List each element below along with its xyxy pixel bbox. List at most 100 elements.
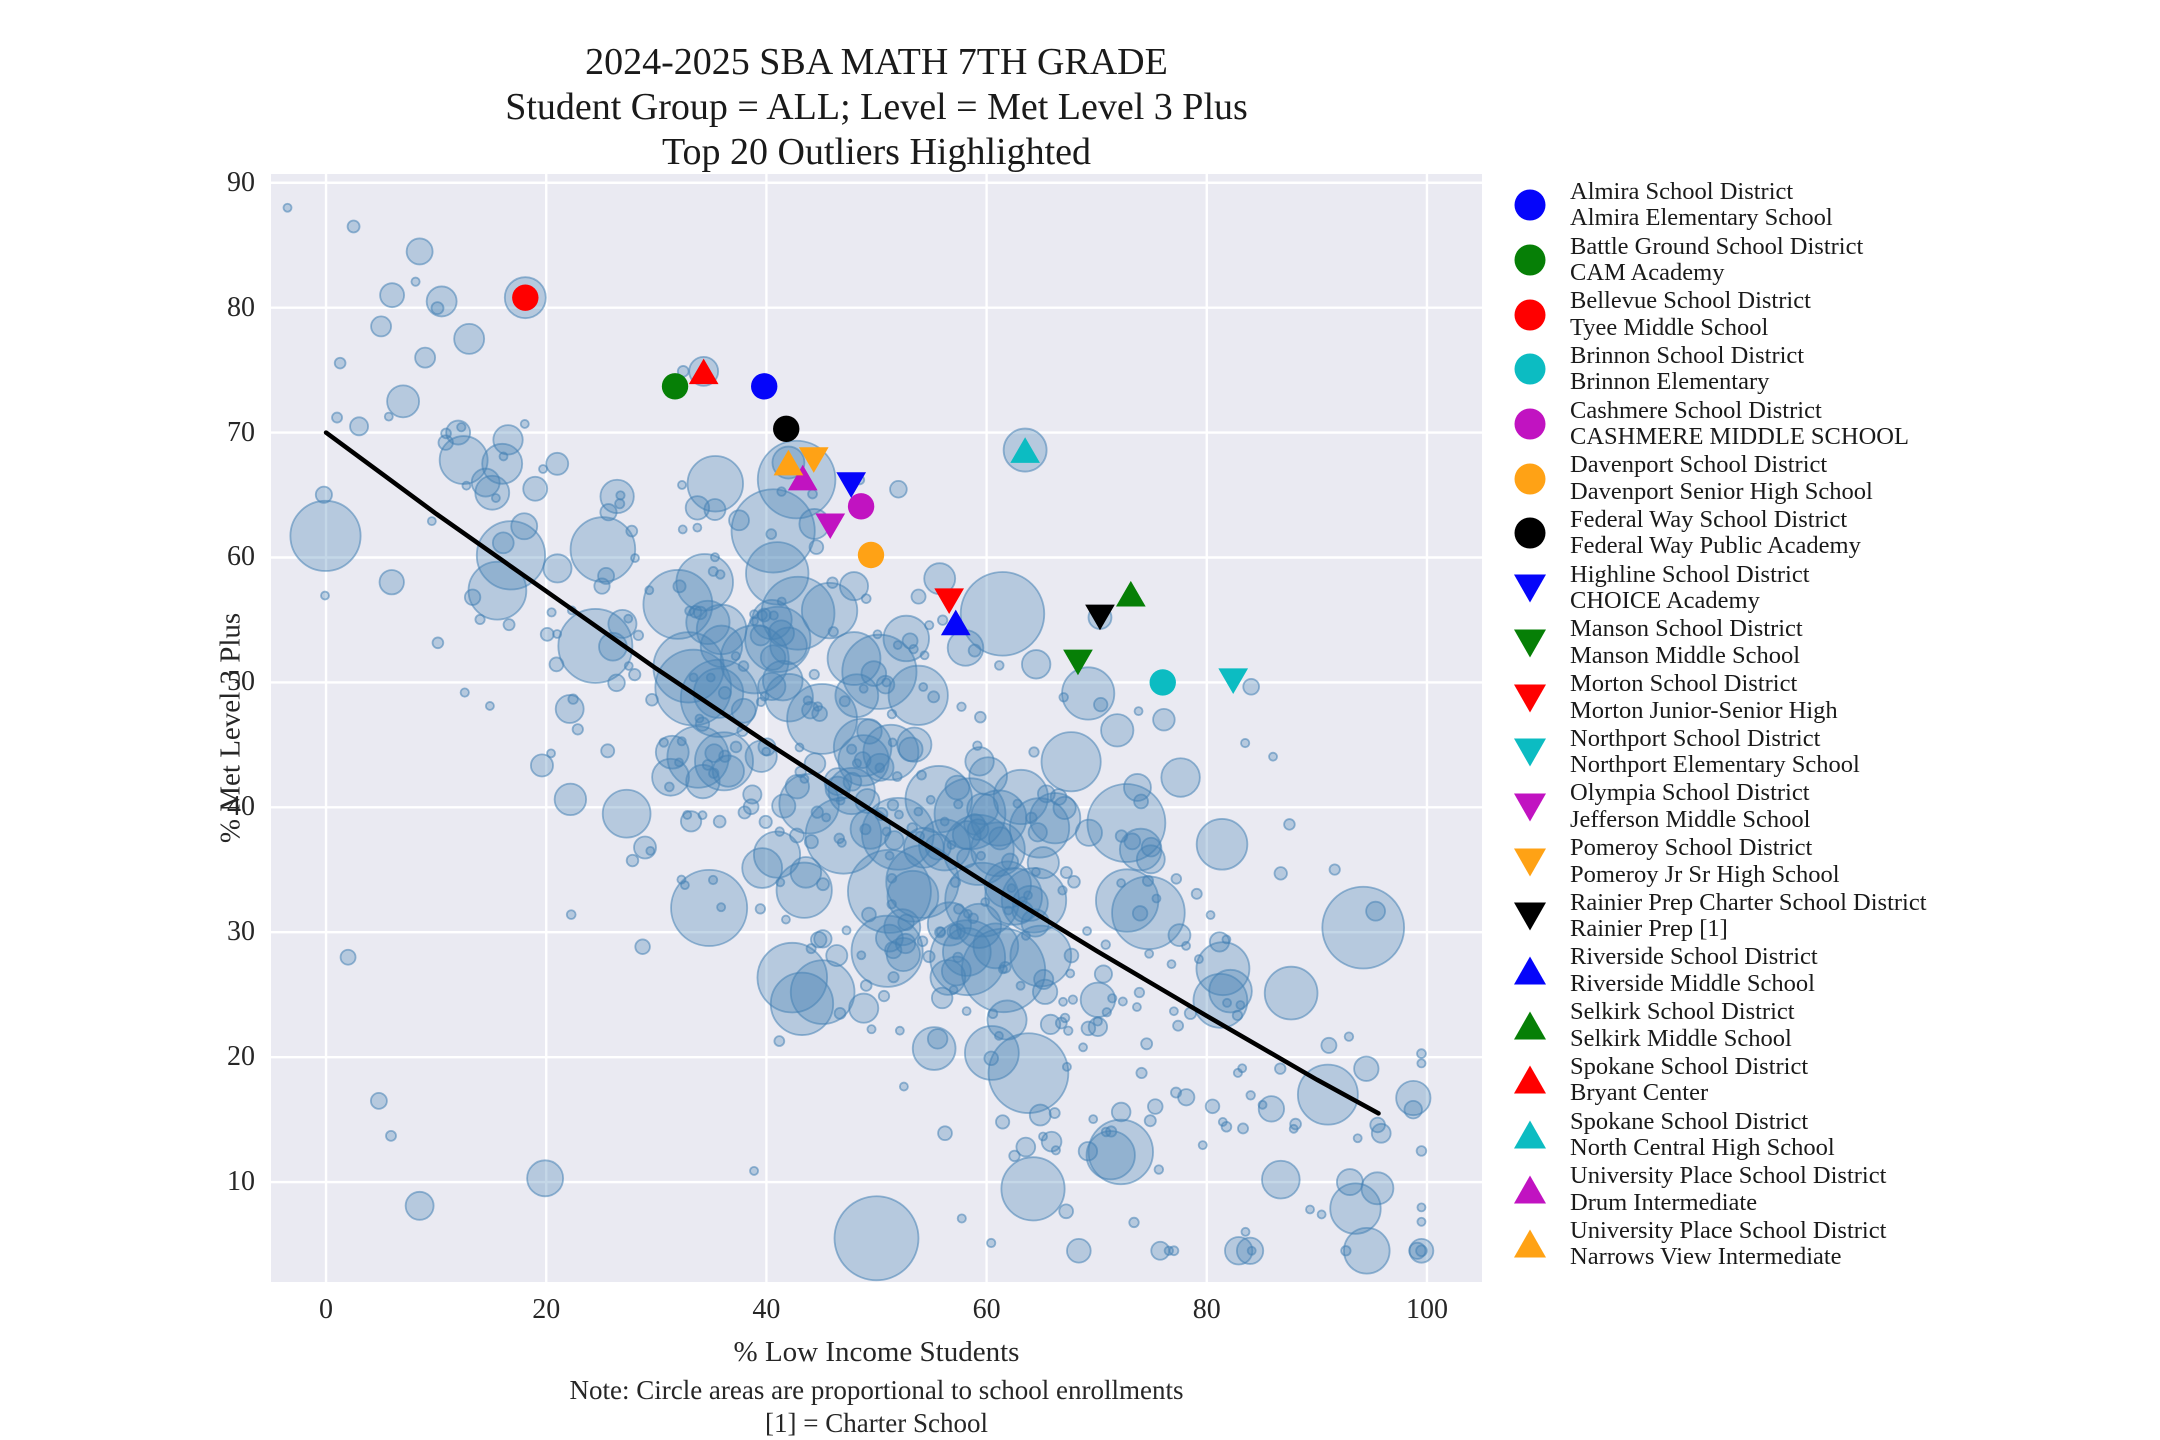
background-bubble (475, 520, 547, 591)
background-bubble (675, 553, 734, 612)
background-bubble (1340, 1245, 1352, 1257)
legend-label: Morton School District Morton Junior-Seni… (1570, 671, 1838, 724)
background-bubble (1067, 994, 1079, 1005)
legend-district: Morton School District (1570, 670, 1798, 698)
legend-school: Tyee Middle School (1570, 313, 1769, 341)
legend-school: Selkirk Middle School (1570, 1024, 1792, 1052)
background-bubble (1204, 1098, 1221, 1115)
background-bubble (987, 1032, 1070, 1114)
background-bubble (1009, 924, 1073, 988)
legend-triangle-up-icon (1514, 956, 1546, 985)
background-bubble (320, 590, 330, 601)
background-bubble (884, 850, 895, 861)
background-bubble (1066, 1238, 1092, 1264)
legend-circle-icon (1514, 353, 1546, 385)
legend-marker-shape (1514, 1011, 1546, 1040)
y-tick-label: 30 (227, 916, 255, 948)
background-bubble (707, 874, 719, 886)
background-bubble (894, 1025, 905, 1036)
background-bubble (877, 989, 891, 1003)
legend-circle-icon (1514, 517, 1546, 549)
background-bubble (808, 668, 820, 681)
legend-label: Bellevue School District Tyee Middle Scho… (1570, 288, 1811, 341)
background-bubble (976, 850, 986, 861)
background-bubble (841, 925, 852, 936)
legend-triangle-down-icon (1514, 848, 1546, 877)
background-bubble (1273, 866, 1288, 881)
background-bubble (776, 486, 787, 497)
background-bubble (847, 848, 932, 934)
legend-district: Spokane School District (1570, 1052, 1809, 1080)
background-bubble (1415, 1145, 1428, 1157)
background-bubble (437, 434, 454, 451)
background-bubble (625, 853, 640, 868)
background-bubble (1065, 968, 1076, 979)
background-bubble (1143, 1114, 1157, 1128)
background-bubble (484, 701, 495, 711)
background-bubble (745, 541, 810, 606)
legend-triangle-down-icon (1514, 793, 1546, 822)
background-bubble (1028, 1103, 1052, 1127)
legend-triangle-up-icon (1514, 1120, 1546, 1149)
background-bubble (1369, 1116, 1386, 1134)
legend-district: Spokane School District (1570, 1107, 1809, 1135)
background-bubble (1059, 865, 1073, 879)
legend-school: Jefferson Middle School (1570, 805, 1811, 833)
background-bubble (741, 847, 784, 889)
background-bubble (918, 682, 929, 692)
background-bubble (1235, 1236, 1265, 1265)
background-bubble (565, 909, 577, 920)
background-bubble (1000, 867, 1068, 934)
background-bubble (1036, 784, 1056, 804)
legend-item: University Place School District Narrows … (1512, 1217, 1927, 1272)
legend-label: Northport School District Northport Eleme… (1570, 725, 1860, 779)
background-bubble (716, 902, 727, 913)
legend-triangle-down-icon (1514, 574, 1546, 603)
background-bubble (803, 834, 819, 850)
legend-school: Almira Elementary School (1570, 204, 1833, 232)
legend-label: Battle Ground School District CAM Academy (1570, 233, 1863, 287)
background-bubble (983, 1050, 999, 1067)
background-bubble (705, 672, 716, 683)
background-bubble (707, 566, 719, 577)
background-bubble (1246, 1245, 1257, 1256)
note-enrollment: Note: Circle areas are proportional to s… (569, 1375, 1184, 1405)
background-bubble (994, 660, 1005, 671)
background-bubble (554, 694, 585, 724)
background-bubble (383, 411, 394, 422)
background-bubble (846, 743, 858, 755)
background-bubble (826, 631, 882, 686)
background-bubble (1240, 1226, 1251, 1237)
background-bubble (756, 609, 768, 621)
background-bubble (1408, 1241, 1427, 1260)
background-bubble (600, 743, 616, 759)
legend-marker-shape (1514, 574, 1546, 603)
background-bubble (557, 608, 634, 684)
legend-marker-shape (1514, 629, 1546, 658)
background-bubble (1008, 1149, 1021, 1163)
background-bubble (1118, 827, 1163, 872)
y-tick-label: 80 (227, 291, 255, 323)
legend-school: Narrows View Intermediate (1570, 1243, 1842, 1271)
legend-school: Federal Way Public Academy (1570, 532, 1861, 560)
background-bubble (901, 632, 919, 650)
legend-school: Riverside Middle School (1570, 969, 1815, 997)
background-bubble (955, 902, 1003, 949)
background-bubble (719, 624, 790, 695)
background-bubble (651, 757, 690, 797)
background-bubble (778, 772, 840, 835)
background-bubble (1087, 1118, 1154, 1186)
background-bubble (866, 1024, 877, 1035)
background-bubble (729, 740, 743, 754)
trend-line (323, 430, 1381, 1116)
legend-district: Federal Way School District (1570, 505, 1848, 533)
background-bubble (956, 701, 967, 712)
background-bubble (474, 474, 511, 511)
background-bubble (1416, 1058, 1427, 1069)
background-bubble (1100, 713, 1135, 748)
background-bubble (1077, 1141, 1099, 1162)
background-bubble (742, 784, 763, 805)
legend-triangle-down-icon (1514, 902, 1546, 931)
background-bubble (1059, 1012, 1071, 1024)
background-bubble (774, 826, 785, 837)
